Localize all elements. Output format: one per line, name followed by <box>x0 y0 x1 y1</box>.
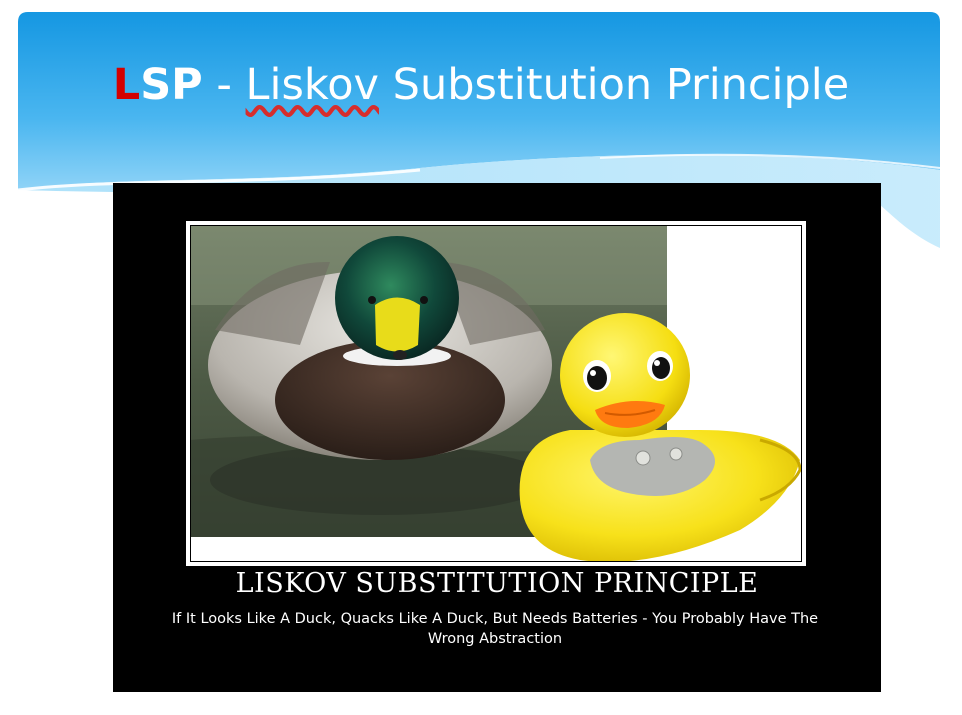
title-abbreviation: SP <box>140 60 203 110</box>
title-term: Liskov <box>245 60 379 110</box>
rubber-duck <box>519 313 802 562</box>
poster-heading: LISKOV SUBSTITUTION PRINCIPLE <box>235 568 759 599</box>
title-first-letter: L <box>112 60 141 110</box>
header-banner <box>17 12 941 248</box>
poster-subtitle: If It Looks Like A Duck, Quacks Like A D… <box>171 611 819 647</box>
slide-title: LSP - Liskov Substitution Principle <box>0 60 962 110</box>
title-separator: - <box>202 60 246 110</box>
title-rest: Substitution Principle <box>378 60 850 110</box>
